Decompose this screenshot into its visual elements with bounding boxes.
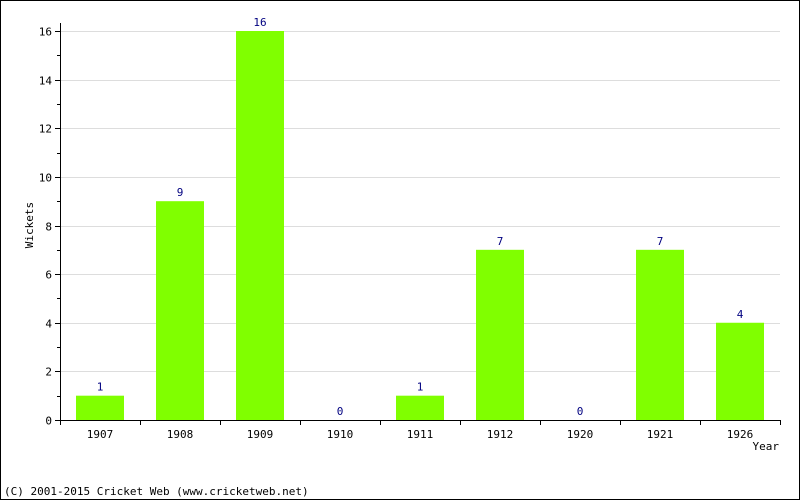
value-label-1909: 16 bbox=[253, 16, 266, 29]
x-tick-label-1926: 1926 bbox=[727, 428, 754, 441]
x-tick-label-1909: 1909 bbox=[247, 428, 274, 441]
x-tick-label-1921: 1921 bbox=[647, 428, 674, 441]
x-tick-label-1907: 1907 bbox=[87, 428, 114, 441]
y-tick-label-10: 10 bbox=[39, 172, 52, 185]
value-label-1911: 1 bbox=[417, 381, 424, 394]
y-tick-label-14: 14 bbox=[39, 75, 53, 88]
value-label-1912: 7 bbox=[497, 235, 504, 248]
bar-1907 bbox=[76, 395, 124, 420]
bar-1926 bbox=[716, 322, 764, 420]
y-tick-label-2: 2 bbox=[45, 366, 52, 379]
x-tick-label-1911: 1911 bbox=[407, 428, 434, 441]
bar-1911 bbox=[396, 395, 444, 420]
value-label-1921: 7 bbox=[657, 235, 664, 248]
y-tick-label-4: 4 bbox=[45, 318, 52, 331]
x-tick-label-1912: 1912 bbox=[487, 428, 514, 441]
bar-1909 bbox=[236, 31, 284, 420]
copyright-footer: (C) 2001-2015 Cricket Web (www.cricketwe… bbox=[4, 485, 309, 498]
y-tick-label-0: 0 bbox=[45, 415, 52, 428]
y-tick-label-12: 12 bbox=[39, 123, 52, 136]
value-label-1908: 9 bbox=[177, 186, 184, 199]
x-axis-label: Year bbox=[753, 440, 780, 453]
value-label-1920: 0 bbox=[577, 405, 584, 418]
bar-1908 bbox=[156, 201, 204, 420]
y-tick-label-6: 6 bbox=[45, 269, 52, 282]
value-label-1907: 1 bbox=[97, 381, 104, 394]
labels: 1 9 16 0 1 7 0 7 4 0 2 4 6 8 10 12 14 16 1907 1908 1909 1910 1… bbox=[39, 16, 754, 441]
x-tick-label-1910: 1910 bbox=[327, 428, 354, 441]
bar-1921 bbox=[636, 249, 684, 420]
y-tick-label-16: 16 bbox=[39, 26, 52, 39]
value-label-1926: 4 bbox=[737, 308, 744, 321]
y-axis-label: Wickets bbox=[23, 202, 36, 248]
x-tick-label-1920: 1920 bbox=[567, 428, 594, 441]
value-label-1910: 0 bbox=[337, 405, 344, 418]
x-tick-label-1908: 1908 bbox=[167, 428, 194, 441]
bar-1912 bbox=[476, 249, 524, 420]
y-tick-label-8: 8 bbox=[45, 221, 52, 234]
axes bbox=[55, 23, 781, 425]
bars bbox=[76, 31, 764, 420]
